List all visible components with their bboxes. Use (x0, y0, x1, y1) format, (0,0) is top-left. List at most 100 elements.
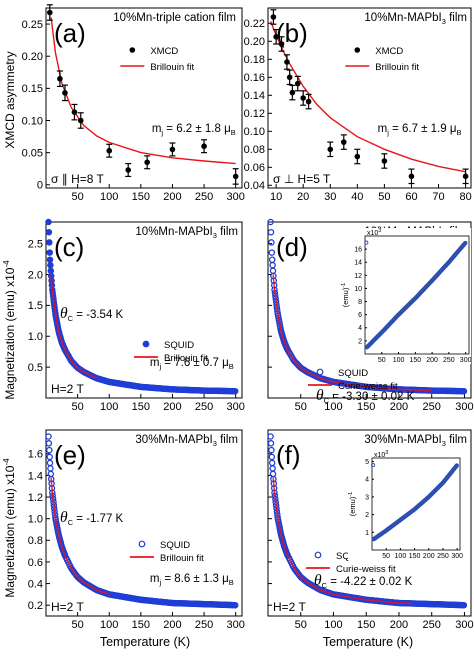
x-tick-label: 300 (460, 357, 472, 364)
xmcd-point (289, 89, 296, 96)
x-tick-label: 50 (71, 619, 83, 631)
x-tick-label: 100 (324, 619, 342, 631)
panel-letter: (e) (54, 440, 86, 470)
x-tick-label: 300 (226, 191, 244, 203)
panel-letter: (a) (54, 18, 86, 48)
squid-point (231, 387, 239, 395)
panel-letter: (f) (276, 440, 301, 470)
squid-point (47, 261, 54, 269)
x-tick-label: 50 (71, 401, 83, 413)
squid-point (268, 256, 276, 263)
inset-point (454, 463, 459, 468)
xmcd-point (77, 117, 84, 124)
squid-point (268, 446, 275, 454)
moment-annotation: mj = 8.6 ± 1.3 μB (150, 573, 234, 587)
panel-title: 10%Mn-MAPbI3 film (364, 12, 467, 26)
ylabel-xmcd: XMCD asymmetry (3, 51, 17, 148)
squid-point (268, 453, 276, 461)
moment-annotation: mj = 6.2 ± 1.8 μB (152, 123, 236, 137)
xmcd-point (201, 143, 207, 150)
squid-point (46, 446, 53, 454)
theta-annotation: θC = -1.77 K (60, 509, 124, 527)
plot-frame (45, 429, 243, 617)
x-tick-label: 40 (351, 191, 363, 203)
squid-point (267, 228, 275, 236)
field-condition: σ ⊥ H=5 T (273, 172, 331, 186)
y-tick-label: 0.5 (28, 362, 43, 374)
squid-point (269, 261, 276, 269)
x-tick-label: 300 (226, 401, 244, 413)
y-tick-label: 0.10 (22, 115, 43, 127)
squid-point (45, 218, 52, 226)
x-tick-label: 300 (451, 553, 463, 560)
x-tick-label: 150 (132, 191, 150, 203)
squid-point (45, 440, 53, 447)
legend-label: Curie-weiss fit (336, 564, 396, 575)
x-tick-label: 150 (132, 619, 150, 631)
field-condition: H=2 T (273, 600, 306, 614)
x-tick-label: 200 (390, 401, 408, 413)
xmcd-point (57, 75, 63, 82)
y-tick-label: 2.0 (28, 269, 43, 281)
legend-label: Brillouin fit (164, 353, 208, 364)
y-tick-label: 0.6 (28, 557, 43, 569)
y-tick-label: 3 (365, 494, 369, 501)
y-tick-label: 0.22 (244, 18, 265, 30)
x-tick-label: 250 (195, 619, 213, 631)
squid-point (267, 440, 275, 447)
squid-point (47, 470, 55, 478)
xmcd-point (286, 74, 293, 81)
plot-frame (371, 457, 461, 551)
x-tick-label: 100 (100, 191, 118, 203)
y-tick-label: 0.15 (22, 83, 43, 95)
plot-frame (364, 235, 470, 355)
xmcd-point (305, 98, 312, 105)
y-tick-label: 2 (365, 512, 369, 519)
legend-label: SQUID (160, 540, 190, 551)
x-tick-label: 250 (423, 619, 441, 631)
y-tick-label: 0.4 (28, 578, 43, 590)
plot-frame (45, 221, 243, 399)
panel-title: 30%Mn-MAPbI3 film (135, 434, 238, 448)
xmcd-point (169, 146, 176, 153)
xmcd-point (62, 90, 68, 96)
x-tick-label: 250 (195, 401, 213, 413)
y-tick-label: 0.08 (244, 144, 265, 156)
x-tick-label: 20 (297, 191, 309, 203)
squid-point (46, 459, 54, 467)
y-tick-label: 2.5 (28, 238, 43, 250)
panel-title: 10%Mn-triple cation film (113, 12, 236, 24)
xmcd-point (294, 80, 301, 87)
x-tick-label: 100 (395, 553, 407, 560)
x-tick-label: 300 (455, 619, 473, 631)
panel-b: 10 20 30 40 50 60 70 80 0.04 0.06 0.08 0.10 0.12 0.14… (244, 7, 472, 203)
inset-point (371, 463, 376, 468)
xmcd-point (462, 173, 469, 180)
y-tick-label: 1.4 (28, 470, 43, 482)
x-tick-label: 10 (270, 191, 282, 203)
xmcd-point (408, 173, 415, 180)
squid-point (47, 267, 55, 275)
x-tick-label: 50 (295, 619, 307, 631)
inset-background (348, 450, 462, 560)
squid-point (47, 465, 54, 472)
squid-point (267, 218, 274, 226)
y-tick-label: 12 (354, 273, 362, 280)
xlabel-right: Temperature (K) (323, 635, 413, 649)
x-tick-label: 200 (163, 401, 181, 413)
xmcd-point (284, 59, 290, 65)
y-tick-label: 0 (37, 180, 43, 192)
plot-frame (45, 7, 243, 189)
xmcd-point (340, 139, 347, 145)
legend-marker (138, 540, 146, 548)
y-tick-label: 1.6 (28, 449, 43, 461)
xmcd-point (273, 34, 279, 40)
fit-line (50, 274, 97, 379)
y-tick-label: 1 (365, 530, 369, 537)
x-tick-label: 200 (390, 619, 408, 631)
panel-title: 10%Mn-MAPbI3 film (135, 226, 238, 240)
squid-point (460, 387, 468, 395)
inset-d: 50 100 150 200 250 300 2 4 6 8 10 12 14 16 x103 (emu)-1 (341, 228, 472, 364)
